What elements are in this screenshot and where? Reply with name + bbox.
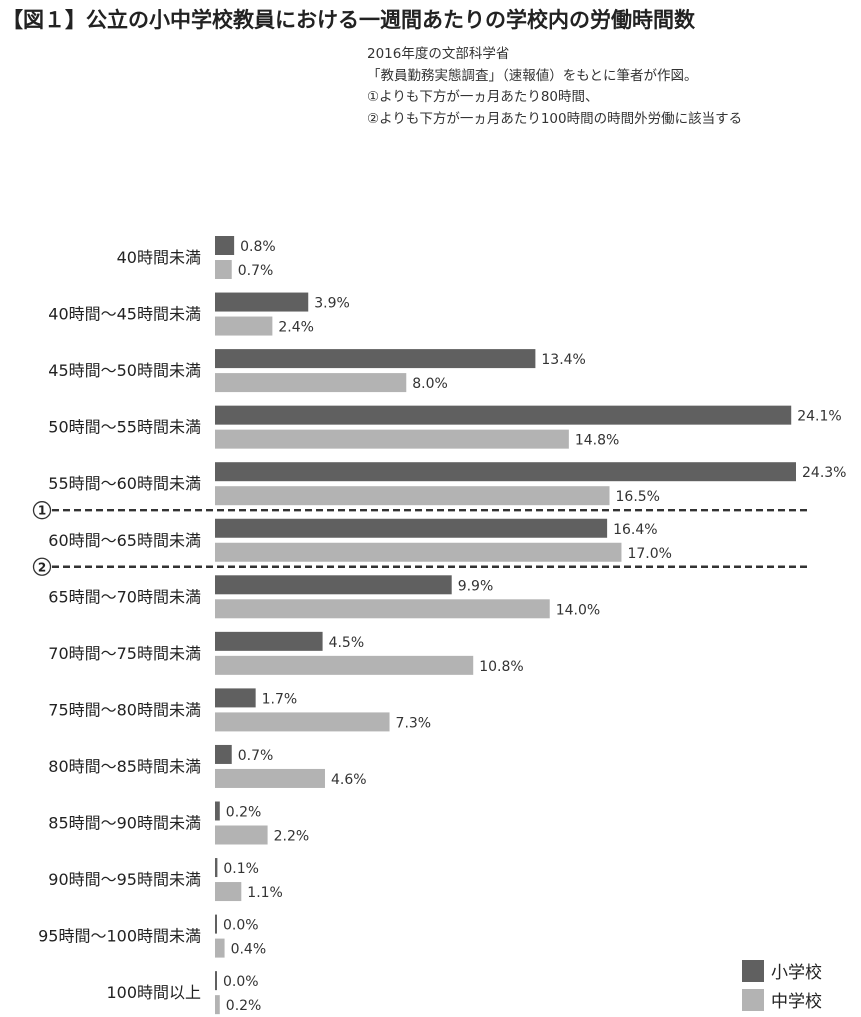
category-label: 55時間〜60時間未満 — [48, 474, 201, 493]
bar-elementary — [215, 971, 217, 991]
bar-elementary — [215, 688, 256, 708]
bar-elementary — [215, 801, 220, 821]
bar-elementary — [215, 292, 309, 312]
bar-junior-high — [215, 599, 550, 619]
bar-junior-high — [215, 825, 268, 845]
bar-junior-high — [215, 995, 220, 1015]
value-label: 8.0% — [412, 376, 448, 392]
value-label: 7.3% — [396, 715, 432, 731]
bar-elementary — [215, 462, 796, 482]
bar-junior-high — [215, 882, 242, 902]
value-label: 24.1% — [797, 409, 841, 425]
value-label: 0.2% — [226, 805, 262, 821]
value-label: 0.8% — [240, 239, 276, 255]
value-label: 0.0% — [223, 918, 259, 934]
source-notes: 2016年度の文部科学省 「教員勤務実態調査」（速報値）をもとに筆者が作図。 ①… — [367, 44, 742, 130]
bar-elementary — [215, 518, 608, 538]
legend-label: 中学校 — [771, 992, 822, 1012]
value-label: 16.4% — [613, 522, 657, 538]
legend-swatch-junior-high — [742, 989, 764, 1011]
value-label: 0.7% — [238, 748, 274, 764]
category-label: 40時間未満 — [117, 248, 201, 267]
category-label: 40時間〜45時間未満 — [48, 305, 201, 324]
category-label: 90時間〜95時間未満 — [48, 870, 201, 889]
category-label: 95時間〜100時間未満 — [38, 927, 201, 946]
reference-marker-label: 1 — [38, 504, 46, 518]
bar-junior-high — [215, 655, 474, 675]
value-label: 10.8% — [479, 659, 523, 675]
bar-junior-high — [215, 373, 407, 393]
value-label: 24.3% — [802, 465, 846, 481]
value-label: 9.9% — [458, 578, 494, 594]
value-label: 4.6% — [331, 772, 367, 788]
value-label: 2.4% — [278, 320, 314, 336]
value-label: 1.1% — [247, 885, 283, 901]
bar-junior-high — [215, 712, 390, 732]
category-label: 50時間〜55時間未満 — [48, 418, 201, 437]
value-label: 0.1% — [223, 861, 259, 877]
reference-marker-1 — [32, 501, 52, 520]
value-label: 2.2% — [274, 829, 310, 845]
bar-elementary — [215, 349, 536, 369]
value-label: 4.5% — [329, 635, 365, 651]
bar-junior-high — [215, 429, 569, 449]
bar-elementary — [215, 631, 323, 651]
category-label: 65時間〜70時間未満 — [48, 587, 201, 606]
value-label: 17.0% — [627, 546, 671, 562]
value-label: 1.7% — [262, 691, 298, 707]
reference-marker-label: 2 — [38, 560, 46, 574]
bar-elementary — [215, 914, 217, 934]
bar-junior-high — [215, 260, 232, 279]
bar-junior-high — [215, 486, 610, 506]
category-label: 100時間以上 — [106, 983, 201, 1002]
note-line-2: 「教員勤務実態調査」（速報値）をもとに筆者が作図。 — [367, 67, 698, 84]
bar-elementary — [215, 858, 218, 878]
bar-junior-high — [215, 542, 622, 562]
legend-swatch-elementary — [742, 960, 764, 982]
bar-junior-high — [215, 938, 225, 958]
category-label: 75時間〜80時間未満 — [48, 700, 201, 719]
bar-elementary — [215, 744, 232, 764]
bar-junior-high — [215, 768, 325, 788]
bar-elementary — [215, 575, 452, 595]
value-label: 3.9% — [314, 296, 350, 312]
category-label: 70時間〜75時間未満 — [48, 644, 201, 663]
category-label: 60時間〜65時間未満 — [48, 531, 201, 550]
category-label: 85時間〜90時間未満 — [48, 814, 201, 833]
value-label: 0.7% — [238, 263, 274, 279]
value-label: 13.4% — [541, 352, 585, 368]
bar-elementary — [215, 405, 792, 425]
note-line-1: 2016年度の文部科学省 — [367, 46, 510, 62]
bar-elementary — [215, 236, 235, 255]
value-label: 14.0% — [556, 602, 600, 618]
note-line-4: ②よりも下方が一ヵ月あたり100時間の時間外労働に該当する — [367, 110, 743, 127]
value-label: 0.2% — [226, 998, 262, 1014]
category-label: 80時間〜85時間未満 — [48, 757, 201, 776]
value-label: 16.5% — [616, 489, 660, 505]
note-line-3: ①よりも下方が一ヵ月あたり80時間、 — [367, 89, 599, 105]
bar-junior-high — [215, 316, 273, 336]
value-label: 0.4% — [231, 942, 267, 958]
value-label: 14.8% — [575, 433, 619, 449]
chart-title: 【図１】公立の小中学校教員における一週間あたりの学校内の労働時間数 — [2, 8, 695, 32]
legend-label: 小学校 — [771, 963, 822, 983]
value-label: 0.0% — [223, 974, 259, 990]
category-label: 45時間〜50時間未満 — [48, 361, 201, 380]
reference-marker-2 — [32, 557, 52, 576]
